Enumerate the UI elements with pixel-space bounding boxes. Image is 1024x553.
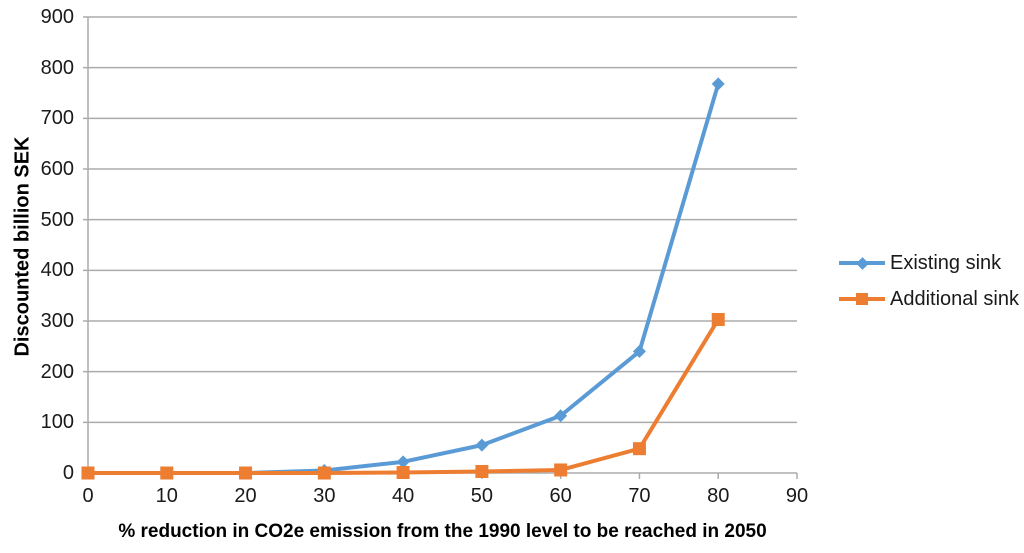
legend-label-existing-sink: Existing sink [890,252,1002,274]
additional-sink-swatch [839,291,885,307]
data-point-square [632,442,646,456]
legend: Existing sink Additional sink [839,252,1019,310]
y-axis-title: Discounted billion SEK [11,136,34,357]
data-point-square [239,466,253,480]
data-point-square [396,465,410,479]
series-line-existing-sink [86,81,721,475]
y-tick-label: 600 [40,158,74,180]
y-tick-label: 300 [40,310,74,332]
data-point-square [317,466,331,480]
y-tick-label: 900 [40,6,74,28]
y-tick-label: 100 [40,411,74,434]
data-point-diamond [711,77,725,91]
data-point-diamond [554,409,568,423]
data-point-square [554,463,568,477]
x-tick-label: 30 [313,485,336,507]
x-tick-label: 10 [155,485,178,507]
data-point-diamond [475,438,489,452]
diamond-marker-icon [855,256,869,270]
data-point-square [160,466,174,480]
y-tick-label: 800 [40,56,74,79]
x-tick-label: 40 [391,485,415,507]
legend-item-additional-sink: Additional sink [839,288,1019,310]
legend-label-additional-sink: Additional sink [890,288,1019,310]
x-tick-label: 70 [628,485,651,507]
square-marker-icon [856,293,868,305]
series-line-additional-sink [86,317,721,475]
data-point-diamond [396,455,410,469]
x-tick-label: 0 [82,485,94,507]
x-tick-label: 50 [470,485,493,507]
y-tick-label: 200 [40,360,74,383]
x-tick-label: 80 [707,485,730,507]
data-point-square [81,466,95,480]
data-point-square [711,312,725,326]
existing-sink-swatch [839,255,885,271]
y-tick-label: 700 [40,107,74,130]
x-axis-title: % reduction in CO2e emission from the 19… [118,521,767,542]
y-tick-label: 400 [40,259,74,282]
x-tick-label: 90 [785,485,809,507]
data-point-diamond [632,344,646,358]
x-tick-label: 20 [234,485,257,507]
x-tick-label: 60 [549,485,572,507]
data-point-square [475,464,489,478]
legend-item-existing-sink: Existing sink [839,252,1019,274]
y-tick-label: 0 [62,462,74,484]
y-tick-label: 500 [40,208,74,231]
